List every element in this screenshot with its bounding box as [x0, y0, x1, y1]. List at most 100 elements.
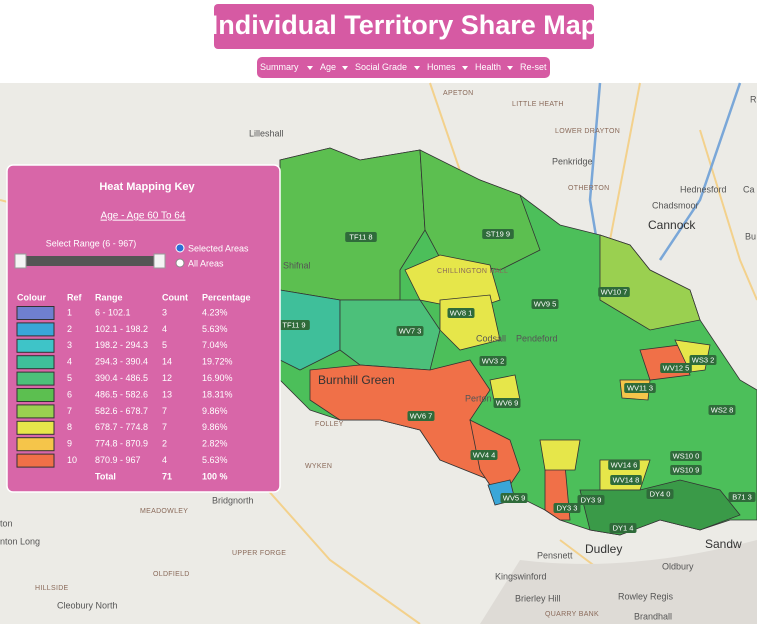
area-label[interactable]: WV5 9: [503, 493, 526, 502]
key-cell: 4: [162, 324, 167, 334]
area-label-bg: [407, 411, 435, 421]
place-label: ton: [0, 518, 13, 528]
column-header: Ref: [67, 292, 83, 302]
area-label[interactable]: WV12 5: [663, 363, 690, 372]
place-label: Cleobury North: [57, 600, 118, 610]
key-background: [6, 164, 281, 493]
colour-swatch: [16, 404, 55, 419]
area-label-bg: [470, 450, 498, 460]
colour-swatch: [16, 437, 55, 452]
dropdown-arrow[interactable]: [507, 66, 513, 70]
key-cell: 16.90%: [202, 373, 233, 383]
area-label[interactable]: WS10 0: [673, 451, 700, 460]
radio[interactable]: [175, 258, 185, 268]
menu-item[interactable]: Summary: [260, 62, 299, 72]
area-label-bg: [660, 363, 692, 373]
area-label[interactable]: WV3 2: [482, 356, 505, 365]
area-label[interactable]: DY1 4: [613, 523, 634, 532]
area-label-bg: [728, 492, 756, 502]
key-cell: 198.2 - 294.3: [95, 340, 148, 350]
area-label-bg: [646, 489, 674, 499]
area-label[interactable]: WV14 8: [613, 475, 640, 484]
area-label[interactable]: WS2 8: [711, 405, 734, 414]
area-label-bg: [608, 460, 640, 470]
dropdown-arrow[interactable]: [307, 66, 313, 70]
place-label: LOWER DRAYTON: [555, 128, 620, 135]
key-cell: 2: [162, 439, 167, 449]
area-label[interactable]: B71 3: [732, 492, 752, 501]
menu-item[interactable]: Homes: [427, 62, 456, 72]
place-label: UPPER FORGE: [232, 550, 286, 557]
key-cell: 6 - 102.1: [95, 307, 131, 317]
colour-swatch: [16, 453, 55, 468]
area-label[interactable]: DY3 3: [557, 503, 578, 512]
column-header: Count: [162, 292, 188, 302]
key-total: 71: [162, 471, 172, 481]
key-cell: 13: [162, 389, 172, 399]
slider-handle[interactable]: [153, 253, 166, 269]
area-label[interactable]: DY4 0: [650, 489, 671, 498]
colour-swatch: [16, 420, 55, 435]
menu-item[interactable]: Age: [320, 62, 336, 72]
territory-area: [419, 149, 541, 271]
key-cell: 1: [67, 307, 72, 317]
dropdown-arrow[interactable]: [414, 66, 420, 70]
place-label: HILLSIDE: [35, 585, 69, 592]
area-label[interactable]: WV6 9: [496, 398, 519, 407]
dropdown-arrow[interactable]: [462, 66, 468, 70]
place-label: Rowley Regis: [618, 591, 674, 601]
area-label-bg: [493, 398, 521, 408]
key-cell: 294.3 - 390.4: [95, 357, 148, 367]
key-subtitle[interactable]: Age - Age 60 To 64: [101, 211, 186, 222]
place-label: nton Long: [0, 536, 40, 546]
area-label[interactable]: WV4 4: [473, 450, 496, 459]
area-label-bg: [610, 475, 642, 485]
area-label[interactable]: WV11 3: [627, 383, 653, 392]
area-label[interactable]: WV10 7: [601, 287, 628, 296]
place-label: Oldbury: [662, 561, 694, 571]
key-table: Colour Ref Range Count Percentage 1 6 - 102.1 3…: [16, 292, 251, 481]
key-cell: 14: [162, 357, 172, 367]
key-cell: 5.63%: [202, 324, 228, 334]
area-label[interactable]: WV9 5: [534, 299, 557, 308]
key-total: 100 %: [202, 471, 228, 481]
place-label: Brierley Hill: [515, 593, 561, 603]
radio-selected[interactable]: [175, 243, 185, 253]
place-label: FOLLEY: [315, 421, 344, 428]
key-cell: 4: [67, 357, 72, 367]
area-label[interactable]: TF11 9: [282, 320, 305, 329]
slider-handle[interactable]: [14, 253, 27, 269]
menu-bar: [257, 57, 550, 78]
area-label[interactable]: WV6 7: [410, 411, 433, 420]
area-label[interactable]: DY3 9: [581, 495, 602, 504]
menu-item[interactable]: Health: [475, 62, 501, 72]
place-label: Pendeford: [516, 333, 558, 343]
area-label[interactable]: WS3 2: [692, 355, 715, 364]
place-label: LITTLE HEATH: [512, 101, 564, 108]
key-cell: 5: [162, 340, 167, 350]
key-cell: 5.63%: [202, 455, 228, 465]
area-label-bg: [479, 356, 507, 366]
key-cell: 19.72%: [202, 357, 233, 367]
place-label: Pensnett: [537, 550, 573, 560]
dropdown-arrow[interactable]: [342, 66, 348, 70]
colour-swatch: [16, 388, 55, 402]
area-label[interactable]: ST19 9: [486, 229, 510, 238]
menu-item[interactable]: Re-set: [520, 62, 547, 72]
place-label: OTHERTON: [568, 185, 609, 192]
area-label[interactable]: WS10 9: [673, 465, 700, 474]
menu-item[interactable]: Social Grade: [355, 62, 407, 72]
area-label[interactable]: TF11 8: [349, 232, 372, 241]
range-slider[interactable]: [17, 256, 165, 266]
key-panel: Heat Mapping Key Age - Age 60 To 64 Sele…: [6, 164, 281, 493]
key-title: Heat Mapping Key: [99, 181, 195, 193]
key-cell: 9.86%: [202, 422, 228, 432]
key-cell: 7: [162, 406, 167, 416]
area-label[interactable]: WV7 3: [399, 326, 422, 335]
area-label-bg: [670, 465, 702, 475]
area-label[interactable]: WV8 1: [450, 308, 473, 317]
place-label: OLDFIELD: [153, 571, 190, 578]
area-label-bg: [531, 299, 559, 309]
area-label[interactable]: WV14 6: [611, 460, 638, 469]
key-cell: 774.8 - 870.9: [95, 439, 148, 449]
